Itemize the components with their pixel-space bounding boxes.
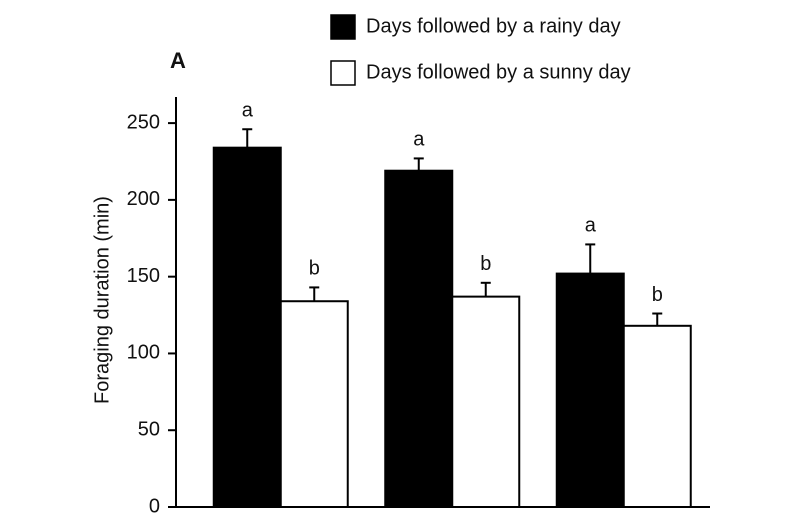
y-tick-label: 250 bbox=[127, 111, 160, 133]
legend-swatch bbox=[330, 60, 356, 86]
significance-letter: a bbox=[242, 100, 254, 122]
y-tick-label: 50 bbox=[138, 419, 160, 441]
panel-label: A bbox=[170, 48, 186, 73]
significance-letter: a bbox=[413, 129, 425, 151]
legend-label: Days followed by a sunny day bbox=[366, 61, 631, 83]
significance-letter: b bbox=[309, 258, 320, 280]
y-tick-label: 0 bbox=[149, 495, 160, 517]
significance-letter: b bbox=[652, 284, 663, 306]
bar bbox=[279, 300, 349, 508]
legend-label: Days followed by a rainy day bbox=[366, 15, 621, 37]
significance-letter: a bbox=[585, 215, 597, 237]
legend-swatch bbox=[330, 14, 356, 40]
bar bbox=[555, 272, 625, 508]
y-tick-label: 150 bbox=[127, 265, 160, 287]
bar bbox=[384, 169, 454, 509]
bar bbox=[451, 295, 521, 508]
bar bbox=[212, 146, 282, 508]
bar bbox=[622, 324, 692, 508]
y-tick-label: 200 bbox=[127, 188, 160, 210]
significance-letter: b bbox=[480, 253, 491, 275]
y-axis-label: Foraging duration (min) bbox=[91, 196, 113, 404]
y-tick-label: 100 bbox=[127, 342, 160, 364]
